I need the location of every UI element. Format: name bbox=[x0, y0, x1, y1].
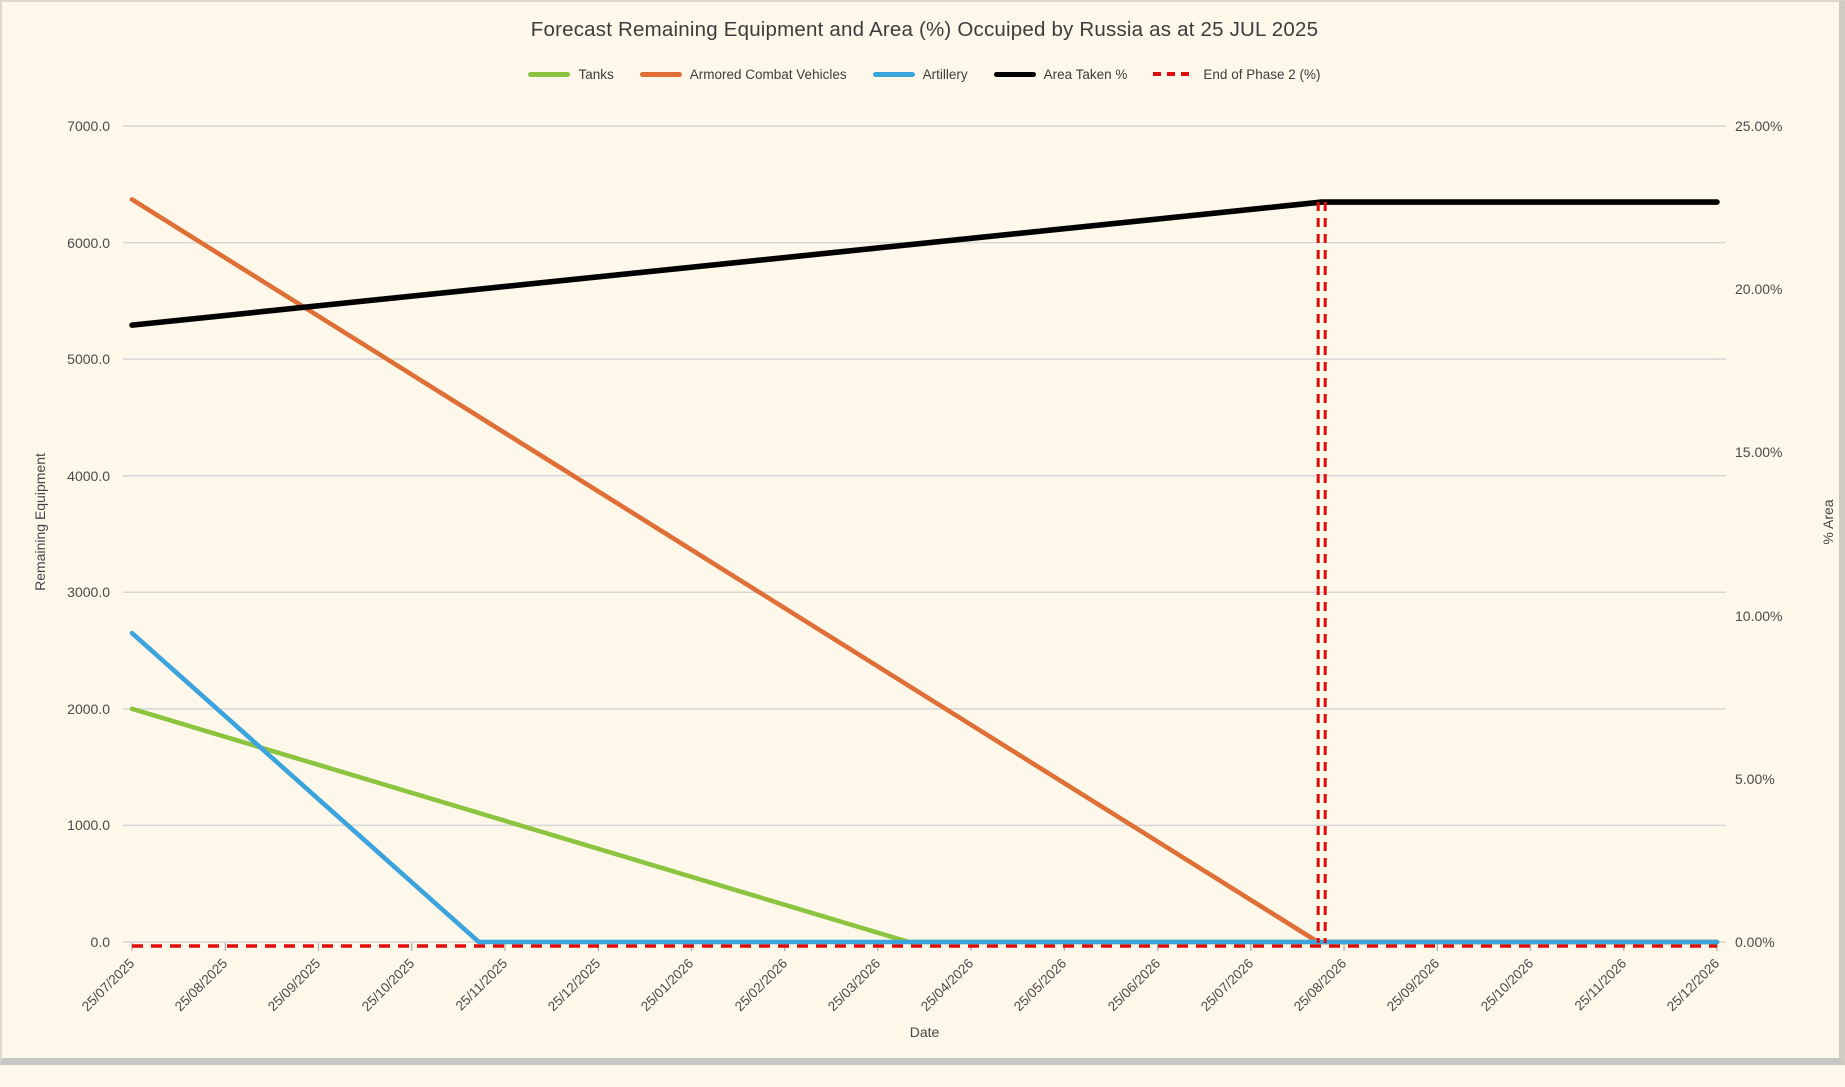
legend-label-end-of-phase-2: End of Phase 2 (%) bbox=[1203, 66, 1321, 82]
right-axis-tick-label: 25.00% bbox=[1735, 118, 1783, 134]
left-axis-tick-label: 1000.0 bbox=[67, 817, 110, 834]
series-line-area-taken- bbox=[129, 199, 1720, 328]
left-axis-tick-label: 0.0 bbox=[90, 934, 110, 950]
legend-item-artillery: Artillery bbox=[872, 66, 968, 82]
legend-item-armored-combat-vehicles: Armored Combat Vehicles bbox=[639, 66, 847, 82]
left-axis-tick-label: 5000.0 bbox=[67, 351, 110, 368]
legend-label-tanks: Tanks bbox=[578, 66, 614, 82]
tanks-line-swatch-icon bbox=[528, 71, 571, 77]
legend-label-armored-combat-vehicles: Armored Combat Vehicles bbox=[689, 66, 847, 82]
x-axis-title: Date bbox=[909, 1024, 940, 1040]
legend-item-end-of-phase-2: End of Phase 2 (%) bbox=[1153, 66, 1321, 82]
plot-area bbox=[123, 125, 1726, 951]
acv-line-swatch-icon bbox=[639, 71, 682, 77]
legend-label-artillery: Artillery bbox=[922, 66, 968, 82]
legend-item-tanks: Tanks bbox=[528, 66, 614, 82]
right-axis-title: % Area bbox=[1820, 499, 1836, 545]
left-axis-tick-label: 3000.0 bbox=[67, 584, 110, 601]
artillery-line-swatch-icon bbox=[872, 71, 915, 77]
right-axis-tick-label: 10.00% bbox=[1735, 607, 1783, 624]
area-taken-line-swatch-icon bbox=[993, 71, 1036, 77]
right-axis-tick-label: 20.00% bbox=[1735, 281, 1783, 298]
chart-title: Forecast Remaining Equipment and Area (%… bbox=[530, 18, 1319, 41]
left-axis-title: Remaining Equipment bbox=[32, 453, 48, 591]
chart-legend: Tanks Armored Combat Vehicles Artillery … bbox=[132, 62, 1717, 86]
legend-item-area-taken: Area Taken % bbox=[993, 66, 1128, 82]
left-axis-tick-label: 6000.0 bbox=[67, 234, 110, 251]
left-axis-tick-label: 2000.0 bbox=[67, 700, 110, 717]
series-line-artillery bbox=[129, 630, 1720, 945]
end-of-phase-2-dashed-swatch-icon bbox=[1153, 72, 1196, 76]
left-axis-tick-label: 7000.0 bbox=[67, 118, 110, 134]
left-axis-tick-label: 4000.0 bbox=[67, 467, 110, 484]
series-line-armored-combat-vehicles bbox=[129, 197, 1720, 945]
right-axis-tick-label: 15.00% bbox=[1735, 444, 1783, 461]
right-axis-tick-label: 0.00% bbox=[1735, 934, 1775, 950]
legend-label-area-taken: Area Taken % bbox=[1043, 66, 1128, 82]
right-axis-tick-label: 5.00% bbox=[1735, 770, 1775, 787]
